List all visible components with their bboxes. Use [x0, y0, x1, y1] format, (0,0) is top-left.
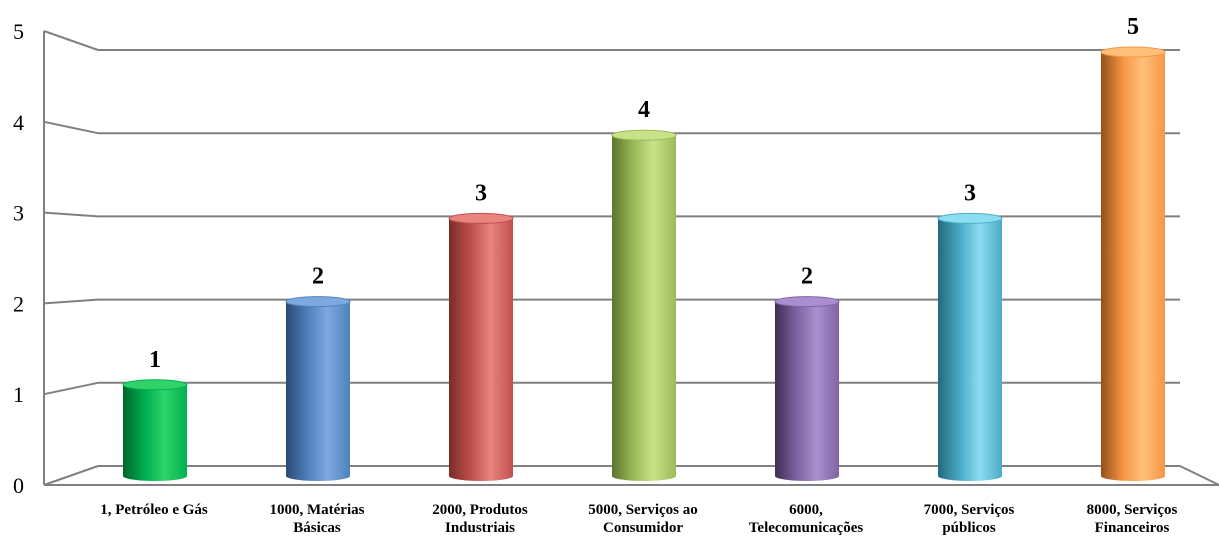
- bar-body: [449, 218, 513, 481]
- bar-body: [775, 301, 839, 481]
- axes: [43, 31, 1219, 486]
- bar-top: [611, 129, 677, 141]
- bar: [611, 129, 677, 481]
- x-tick-label: 8000, Serviços Financeiros: [1087, 502, 1178, 536]
- bar: [774, 296, 840, 481]
- data-label: 4: [638, 97, 650, 123]
- side-gridline: [43, 298, 99, 305]
- bars: [122, 46, 1166, 481]
- y-tick-label: 0: [13, 473, 24, 498]
- bar-body: [286, 301, 350, 481]
- bar-body: [123, 384, 187, 481]
- data-label: 5: [1127, 14, 1139, 40]
- data-label: 1: [149, 347, 161, 373]
- tick-labels: 0 1 2 3 4 5 1, Petróleo e Gás 1000, Matérias Bás…: [13, 19, 1178, 536]
- side-gridline: [43, 30, 99, 51]
- x-tick-label: 7000, Serviços públicos: [924, 502, 1015, 536]
- bar: [937, 212, 1003, 481]
- bar-top: [448, 212, 514, 224]
- bar-body: [612, 135, 676, 481]
- bar-body: [938, 218, 1002, 481]
- x-tick-label: 5000, Serviços ao Consumidor: [588, 502, 698, 536]
- bar-body: [1101, 52, 1165, 481]
- y-tick-label: 2: [13, 291, 24, 316]
- x-tick-label: 1, Petróleo e Gás: [100, 502, 208, 518]
- data-label: 3: [964, 180, 976, 206]
- x-tick-label: 1000, Matérias Básicas: [270, 502, 365, 536]
- side-gridline: [43, 120, 99, 135]
- y-tick-label: 4: [13, 110, 24, 135]
- side-gridline: [43, 465, 99, 486]
- data-label: 2: [801, 264, 813, 290]
- bar: [1100, 46, 1166, 481]
- data-label: 2: [312, 264, 324, 290]
- bar-top: [937, 212, 1003, 224]
- floor-edge: [1179, 465, 1219, 486]
- x-tick-label: 2000, Produtos Industriais: [432, 502, 528, 536]
- bar-top: [122, 379, 188, 391]
- y-tick-label: 3: [13, 201, 24, 226]
- side-gridline: [43, 211, 99, 218]
- bar: [448, 212, 514, 481]
- y-tick-label: 5: [13, 19, 24, 44]
- side-gridline: [43, 381, 99, 396]
- bar-top: [285, 296, 351, 308]
- data-labels: 1 2 3 4 2 3 5: [149, 14, 1139, 373]
- bar: [285, 296, 351, 481]
- x-tick-label: 6000, Telecomunicações: [749, 502, 864, 536]
- bar-top: [774, 296, 840, 308]
- data-label: 3: [475, 180, 487, 206]
- bar: [122, 379, 188, 481]
- bar-top: [1100, 46, 1166, 58]
- y-tick-label: 1: [13, 382, 24, 407]
